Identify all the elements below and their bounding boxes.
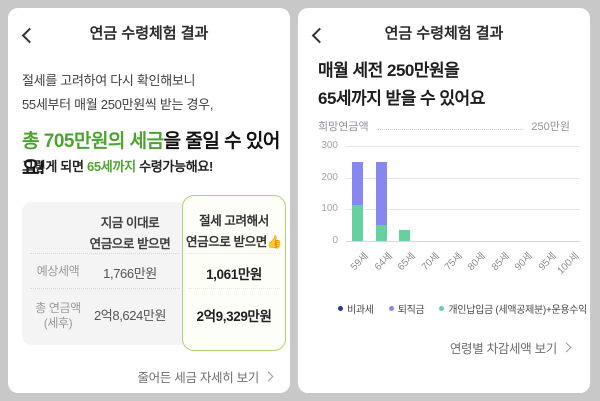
x-tick-label: 75세 <box>442 250 465 273</box>
headline-green-text: 총 705만원의 세금 <box>22 131 164 152</box>
legend-dot-icon <box>338 306 343 311</box>
bar-segment <box>352 204 364 241</box>
x-tick-label: 90세 <box>512 250 536 273</box>
page-title: 연금 수령체험 결과 <box>384 25 504 42</box>
x-tick-label: 85세 <box>489 250 512 273</box>
chevron-right-icon <box>263 371 274 381</box>
legend-item: 퇴직금 <box>388 301 425 316</box>
table-divider <box>188 288 280 289</box>
dotted-leader-line <box>376 123 524 130</box>
row-label-total-pension: 총 연금액 (세후) <box>26 301 90 331</box>
bar-segment <box>375 225 387 241</box>
current-expected-tax-value: 1,766만원 <box>103 266 157 281</box>
table-divider <box>188 253 280 254</box>
optimized-header-line2: 연금으로 받으면👍 <box>186 235 282 249</box>
left-screen: 연금 수령체험 결과 절세를 고려하여 다시 확인해보니 55세부터 매월 25… <box>8 8 290 393</box>
x-tick-label: 70세 <box>419 250 442 273</box>
age-tax-detail-link-label: 연령별 차감세액 보기 <box>449 342 557 356</box>
chevron-right-icon <box>561 342 572 352</box>
back-icon[interactable] <box>311 27 330 44</box>
legend-label: 퇴직금 <box>397 305 425 316</box>
legend-label: 비과세 <box>347 305 374 316</box>
chart-headline-line1: 매월 세전 250만원을 <box>318 61 460 80</box>
x-tick-label: 65세 <box>395 250 419 273</box>
legend-item: 비과세 <box>338 301 374 316</box>
table-divider <box>30 288 180 289</box>
optimized-expected-tax-value: 1,061만원 <box>206 267 262 282</box>
optimized-total-pension-value: 2억9,329만원 <box>196 309 272 324</box>
legend-dot-icon <box>388 306 394 311</box>
tax-saving-headline: 총 705만원의 세금을 줄일 수 있어요! <box>22 126 290 180</box>
x-tick-label: 80세 <box>466 250 489 273</box>
y-tick-label: 0 <box>332 235 338 246</box>
total-pension-label-line1: 총 연금액 <box>35 301 81 315</box>
right-appbar: 연금 수령체험 결과 <box>298 20 590 48</box>
receivable-until-subline: 그렇게 되면 65세까지 수령가능해요! <box>22 156 213 175</box>
legend-dot-icon <box>439 306 445 311</box>
optimized-column-box <box>182 195 286 351</box>
subline-post: 수령가능해요! <box>135 159 214 174</box>
page-title: 연금 수령체험 결과 <box>89 25 209 42</box>
table-divider <box>30 253 180 254</box>
headline-rest-text: 을 줄일 수 있어요! <box>22 131 280 179</box>
back-icon[interactable] <box>21 27 40 44</box>
chevron-left-icon <box>21 27 38 44</box>
bar-segment <box>375 161 387 226</box>
legend-label: 개인납입금 (세액공제분)+운용수익 <box>448 305 588 316</box>
x-tick-label: 64세 <box>372 250 395 273</box>
target-amount-row: 희망연금액 250만원 <box>318 118 570 134</box>
current-header-line2: 연금으로 받으면 <box>89 237 171 251</box>
tax-detail-link[interactable]: 줄어든 세금 자세히 보기 <box>137 367 274 386</box>
y-gridline <box>346 209 580 211</box>
y-tick-label: 300 <box>321 140 338 151</box>
target-amount-value: 250만원 <box>531 121 570 133</box>
bar-segment <box>399 229 410 241</box>
age-tax-detail-link[interactable]: 연령별 차감세액 보기 <box>449 338 572 357</box>
total-pension-label-line2: (세후) <box>43 316 73 330</box>
y-tick-label: 200 <box>321 171 338 183</box>
target-amount-label: 희망연금액 <box>318 121 369 133</box>
x-tick-label: 100세 <box>555 250 582 277</box>
intro-line-1: 절세를 고려하여 다시 확인해보니 <box>22 73 196 88</box>
current-header-line1: 지금 이대로 <box>100 216 160 230</box>
current-total-pension-value: 2억8,624만원 <box>93 308 167 323</box>
y-gridline <box>346 241 580 242</box>
chart-headline-line2: 65세까지 받을 수 있어요 <box>318 89 485 108</box>
y-tick-label: 100 <box>321 203 338 215</box>
subline-pre: 그렇게 되면 <box>22 159 87 174</box>
tax-detail-link-label: 줄어든 세금 자세히 보기 <box>137 371 259 385</box>
intro-line-2: 55세부터 매월 250만원씩 받는 경우, <box>22 97 214 112</box>
pension-bar-chart: 0 100 200 300 59세 64세 65세 70세 75세 80세 85세 90세 95세 100… <box>298 138 590 278</box>
legend-item: 개인납입금 (세액공제분)+운용수익 <box>439 301 587 316</box>
row-label-expected-tax: 예상세액 <box>36 264 80 278</box>
y-gridline <box>346 177 580 179</box>
left-appbar: 연금 수령체험 결과 <box>8 20 290 48</box>
optimized-header-line1: 절세 고려해서 <box>199 214 269 228</box>
chevron-left-icon <box>311 27 328 44</box>
bar-segment <box>352 161 364 205</box>
y-gridline <box>346 146 580 147</box>
right-screen: 연금 수령체험 결과 매월 세전 250만원을 65세까지 받을 수 있어요 희… <box>298 8 590 393</box>
x-tick-label: 59세 <box>349 250 372 273</box>
chart-legend: 비과세 퇴직금 개인납입금 (세액공제분)+운용수익 <box>338 301 587 316</box>
subline-green: 65세까지 <box>86 159 136 174</box>
